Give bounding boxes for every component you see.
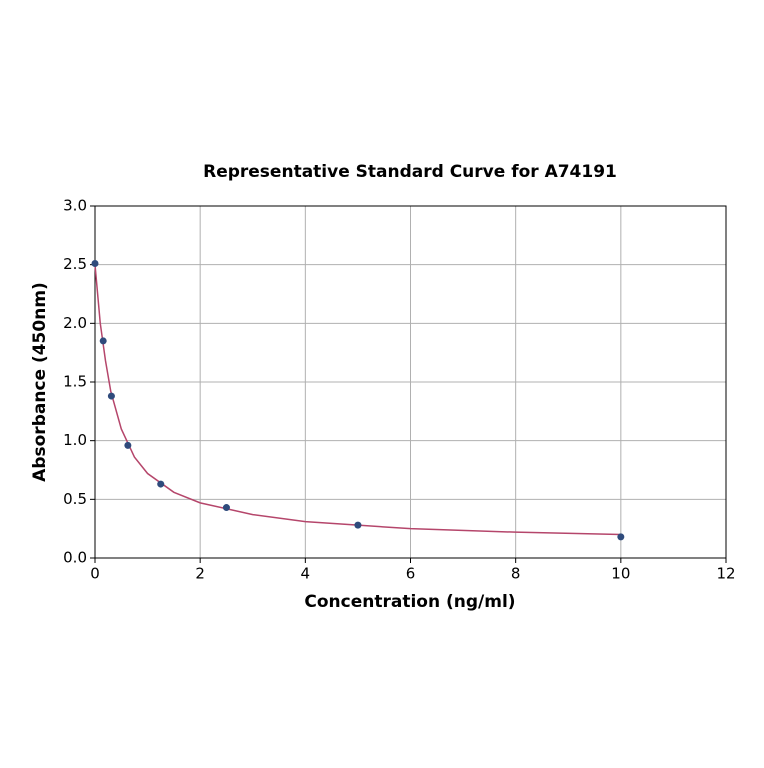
data-point <box>617 533 625 541</box>
data-point <box>99 337 107 345</box>
data-point <box>157 480 165 488</box>
data-point <box>124 441 132 449</box>
plot-frame <box>94 205 727 559</box>
x-tick-label: 4 <box>301 565 311 583</box>
y-tick-label: 1.0 <box>63 431 87 449</box>
fit-curve <box>94 264 621 536</box>
x-tick-label: 12 <box>716 565 735 583</box>
x-tick-label: 10 <box>611 565 630 583</box>
y-tick-label: 3.0 <box>63 197 87 215</box>
chart-title: Representative Standard Curve for A74191 <box>203 162 617 182</box>
x-axis-label: Concentration (ng/ml) <box>304 592 515 612</box>
y-tick-label: 2.5 <box>63 255 87 273</box>
x-tick-label: 0 <box>90 565 100 583</box>
y-axis-label: Absorbance (450nm) <box>30 282 50 482</box>
y-tick-label: 0.0 <box>63 549 87 567</box>
x-tick-label: 8 <box>511 565 521 583</box>
x-tick-label: 2 <box>195 565 205 583</box>
y-tick-label: 1.5 <box>63 373 87 391</box>
x-tick-label: 6 <box>406 565 416 583</box>
y-tick-label: 0.5 <box>63 490 87 508</box>
data-point <box>354 521 362 529</box>
data-point <box>222 504 230 512</box>
y-tick-label: 2.0 <box>63 314 87 332</box>
data-point <box>91 259 99 267</box>
data-point <box>107 392 115 400</box>
